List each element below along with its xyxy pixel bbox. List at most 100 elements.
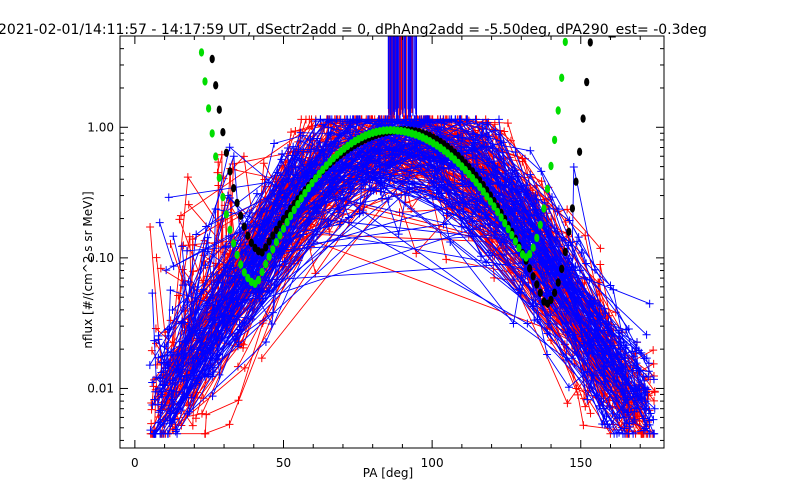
- x-tick-label: 100: [421, 456, 444, 470]
- model-point: [530, 272, 536, 281]
- model-point: [216, 105, 222, 114]
- model-point: [587, 38, 593, 47]
- data-point: [573, 237, 582, 246]
- model-point: [512, 237, 519, 246]
- data-point: [586, 409, 595, 418]
- model-point: [227, 225, 233, 234]
- model-point: [198, 48, 205, 57]
- model-point: [516, 243, 522, 253]
- model-point: [241, 222, 247, 231]
- data-point: [596, 244, 605, 253]
- model-point: [548, 295, 554, 305]
- x-tick-label: 50: [276, 456, 291, 470]
- model-point: [527, 250, 533, 259]
- model-point: [580, 114, 586, 123]
- model-point: [569, 204, 576, 213]
- data-point: [257, 354, 266, 363]
- data-point: [596, 260, 605, 269]
- model-point: [234, 250, 240, 260]
- data-point: [287, 128, 296, 137]
- x-tick-label: 150: [569, 456, 592, 470]
- model-point: [509, 230, 515, 240]
- data-point: [490, 120, 499, 129]
- data-point: [259, 159, 268, 168]
- data-point: [579, 421, 588, 430]
- data-point: [270, 139, 279, 148]
- y-tick-label: 0.01: [87, 381, 114, 395]
- model-point: [555, 106, 561, 115]
- model-point: [544, 184, 551, 194]
- data-point: [199, 394, 208, 403]
- model-point: [259, 267, 265, 277]
- model-point: [548, 161, 554, 171]
- model-point: [562, 247, 568, 257]
- model-point: [577, 147, 583, 156]
- data-point: [201, 429, 210, 438]
- model-point: [263, 260, 269, 269]
- model-point: [530, 243, 536, 252]
- y-tick-label: 1.00: [87, 120, 114, 134]
- data-point: [526, 146, 535, 155]
- model-point: [555, 278, 561, 287]
- model-point: [220, 128, 226, 137]
- model-point: [566, 227, 572, 236]
- data-point: [175, 215, 184, 224]
- model-point: [227, 167, 233, 176]
- data-point: [173, 429, 182, 438]
- model-point: [584, 77, 590, 87]
- x-tick-label: 0: [131, 456, 139, 470]
- data-point: [311, 269, 320, 278]
- model-point: [213, 152, 219, 161]
- data-point: [569, 162, 578, 171]
- model-point: [277, 231, 283, 240]
- model-point: [231, 239, 237, 248]
- data-point: [503, 119, 512, 128]
- model-point: [206, 104, 212, 113]
- data-point: [581, 402, 590, 411]
- y-tick-label: 0.10: [87, 251, 114, 265]
- model-point: [273, 238, 279, 247]
- data-point: [202, 410, 211, 419]
- model-point: [270, 245, 276, 254]
- model-point: [527, 264, 533, 273]
- data-point: [189, 267, 198, 276]
- data-point: [650, 388, 659, 397]
- data-point: [153, 360, 162, 369]
- model-point: [255, 275, 262, 285]
- data-point: [446, 237, 455, 246]
- model-point: [234, 198, 240, 208]
- data-point: [649, 359, 658, 368]
- data-point: [518, 154, 527, 163]
- model-point: [562, 37, 568, 47]
- model-point: [266, 252, 272, 261]
- model-point: [209, 54, 215, 64]
- data-point: [178, 242, 187, 251]
- model-point: [559, 73, 565, 83]
- data-point: [506, 136, 515, 145]
- data-point: [188, 421, 197, 430]
- data-point: [164, 193, 173, 202]
- model-point: [559, 264, 565, 274]
- model-point: [209, 129, 215, 138]
- data-point: [197, 409, 206, 418]
- model-point: [534, 280, 540, 289]
- model-point: [245, 231, 251, 240]
- data-point: [156, 264, 165, 273]
- data-point: [176, 211, 185, 220]
- data-point: [563, 399, 572, 408]
- data-point: [184, 200, 193, 209]
- model-point: [231, 184, 237, 193]
- x-axis-label: PA [deg]: [363, 466, 413, 480]
- model-point: [552, 288, 558, 297]
- model-point: [552, 135, 558, 145]
- data-point: [147, 419, 156, 428]
- model-point: [213, 81, 219, 90]
- data-point: [233, 362, 242, 371]
- data-point: [145, 361, 154, 370]
- data-point: [192, 230, 201, 239]
- data-layer: [145, 36, 659, 438]
- model-point: [202, 77, 208, 86]
- data-point: [563, 205, 572, 214]
- model-point: [534, 233, 540, 243]
